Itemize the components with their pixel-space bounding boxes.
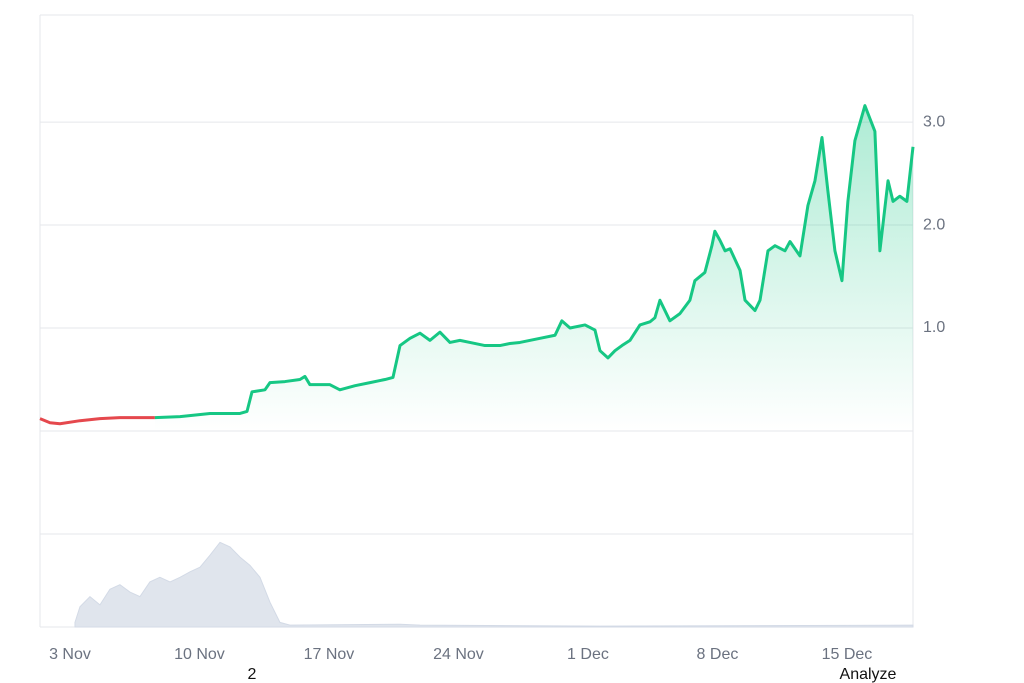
footer-right[interactable]: Analyze bbox=[840, 666, 897, 683]
x-tick-label: 10 Nov bbox=[174, 646, 225, 663]
x-tick-label: 15 Dec bbox=[822, 646, 873, 663]
price-line bbox=[39, 416, 155, 426]
x-tick-label: 1 Dec bbox=[567, 646, 609, 663]
x-tick-label: 24 Nov bbox=[433, 646, 484, 663]
footer-left: 2 bbox=[248, 666, 257, 683]
volume-area bbox=[74, 541, 914, 628]
y-tick-label: 2.0 bbox=[923, 216, 945, 233]
area-fill bbox=[154, 105, 913, 431]
y-tick-label: 3.0 bbox=[923, 113, 945, 130]
x-tick-label: 17 Nov bbox=[304, 646, 355, 663]
x-tick-label: 8 Dec bbox=[697, 646, 739, 663]
price-line bbox=[154, 104, 915, 420]
y-tick-label: 1.0 bbox=[923, 319, 945, 336]
x-tick-label: 3 Nov bbox=[49, 646, 91, 663]
